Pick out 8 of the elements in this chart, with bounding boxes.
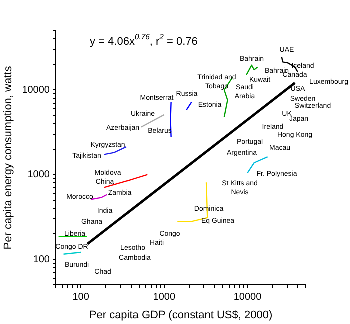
x-tick-label: 100	[72, 292, 90, 303]
y-tick-label: 100	[33, 254, 50, 266]
x-axis-title: Per capita GDP (constant US$, 2000)	[89, 309, 273, 322]
x-tick-label: 10000	[234, 292, 262, 303]
y-axis-title: Per capita energy consumption, watts	[2, 66, 15, 250]
y-tick-label: 1000	[28, 170, 50, 181]
x-tick-label: 1000	[153, 292, 176, 303]
y-tick-label: 10000	[22, 84, 50, 96]
